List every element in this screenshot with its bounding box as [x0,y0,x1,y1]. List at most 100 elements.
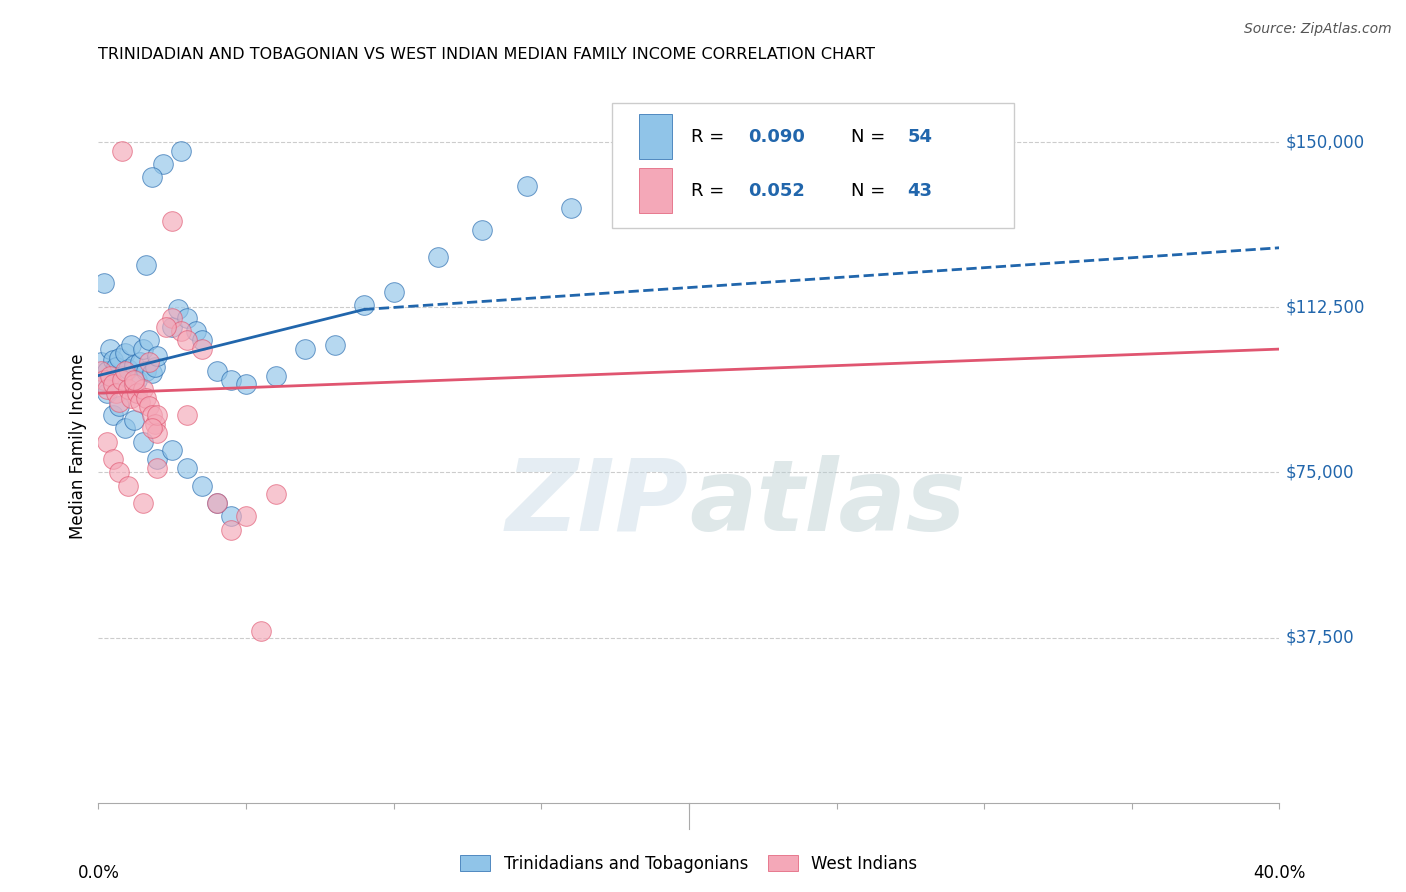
Text: 54: 54 [907,128,932,146]
FancyBboxPatch shape [640,169,672,213]
Point [90,355,112,369]
Point [103,452,125,467]
Point [108,351,131,365]
Point [560,201,582,215]
Point [205,364,228,378]
Point [93,373,115,387]
Point [135,391,157,405]
Text: N =: N = [851,128,891,146]
Point [146,425,169,440]
Point [141,170,163,185]
Point [191,342,214,356]
Point [170,144,193,158]
Point [128,395,150,409]
Point [162,320,183,334]
Point [146,349,169,363]
FancyBboxPatch shape [640,114,672,159]
Point [105,386,128,401]
Point [176,333,198,347]
Point [128,355,150,369]
Point [162,214,183,228]
Point [117,478,139,492]
FancyBboxPatch shape [612,103,1014,228]
Text: 40.0%: 40.0% [1253,864,1306,882]
Text: 0.0%: 0.0% [77,864,120,882]
Point [219,509,242,524]
Point [427,250,450,264]
Point [264,368,287,383]
Point [96,386,118,401]
Point [117,382,139,396]
Text: ZIP: ZIP [506,455,689,551]
Text: R =: R = [692,128,730,146]
Text: Source: ZipAtlas.com: Source: ZipAtlas.com [1244,22,1392,37]
Point [152,157,174,171]
Point [176,408,198,422]
Point [141,408,163,422]
Point [108,400,131,414]
Point [146,452,169,467]
Point [294,342,316,356]
Text: 0.052: 0.052 [748,182,804,200]
Point [235,509,257,524]
Point [132,382,155,396]
Point [122,377,145,392]
Point [219,523,242,537]
Point [146,408,169,422]
Point [176,461,198,475]
Point [219,373,242,387]
Point [162,443,183,458]
Point [471,223,494,237]
Point [205,496,228,510]
Point [103,408,125,422]
Point [114,346,136,360]
Point [184,325,207,339]
Point [235,377,257,392]
Point [96,382,118,396]
Point [143,359,166,374]
Point [117,362,139,376]
Point [264,487,287,501]
Point [135,364,157,378]
Point [111,373,134,387]
Point [132,342,155,356]
Point [132,496,155,510]
Point [122,373,145,387]
Point [105,359,128,374]
Point [125,373,148,387]
Point [176,311,198,326]
Point [141,421,163,435]
Point [98,342,121,356]
Point [132,434,155,449]
Point [135,259,157,273]
Point [103,353,125,368]
Point [93,276,115,290]
Point [111,144,134,158]
Point [103,377,125,392]
Text: atlas: atlas [689,455,966,551]
Point [167,302,190,317]
Point [96,434,118,449]
Point [205,496,228,510]
Point [114,364,136,378]
Point [155,320,177,334]
Point [98,368,121,383]
Point [170,325,193,339]
Point [120,337,142,351]
Point [323,337,346,351]
Point [141,367,163,381]
Point [162,311,183,326]
Text: R =: R = [692,182,730,200]
Legend: Trinidadians and Tobagonians, West Indians: Trinidadians and Tobagonians, West India… [454,848,924,880]
Point [353,298,375,312]
Text: N =: N = [851,182,891,200]
Text: 43: 43 [907,182,932,200]
Text: $37,500: $37,500 [1285,629,1354,647]
Point [90,364,112,378]
Text: $150,000: $150,000 [1285,133,1364,151]
Y-axis label: Median Family Income: Median Family Income [69,353,87,539]
Point [191,478,214,492]
Text: $112,500: $112,500 [1285,298,1365,317]
Point [138,400,160,414]
Point [191,333,214,347]
